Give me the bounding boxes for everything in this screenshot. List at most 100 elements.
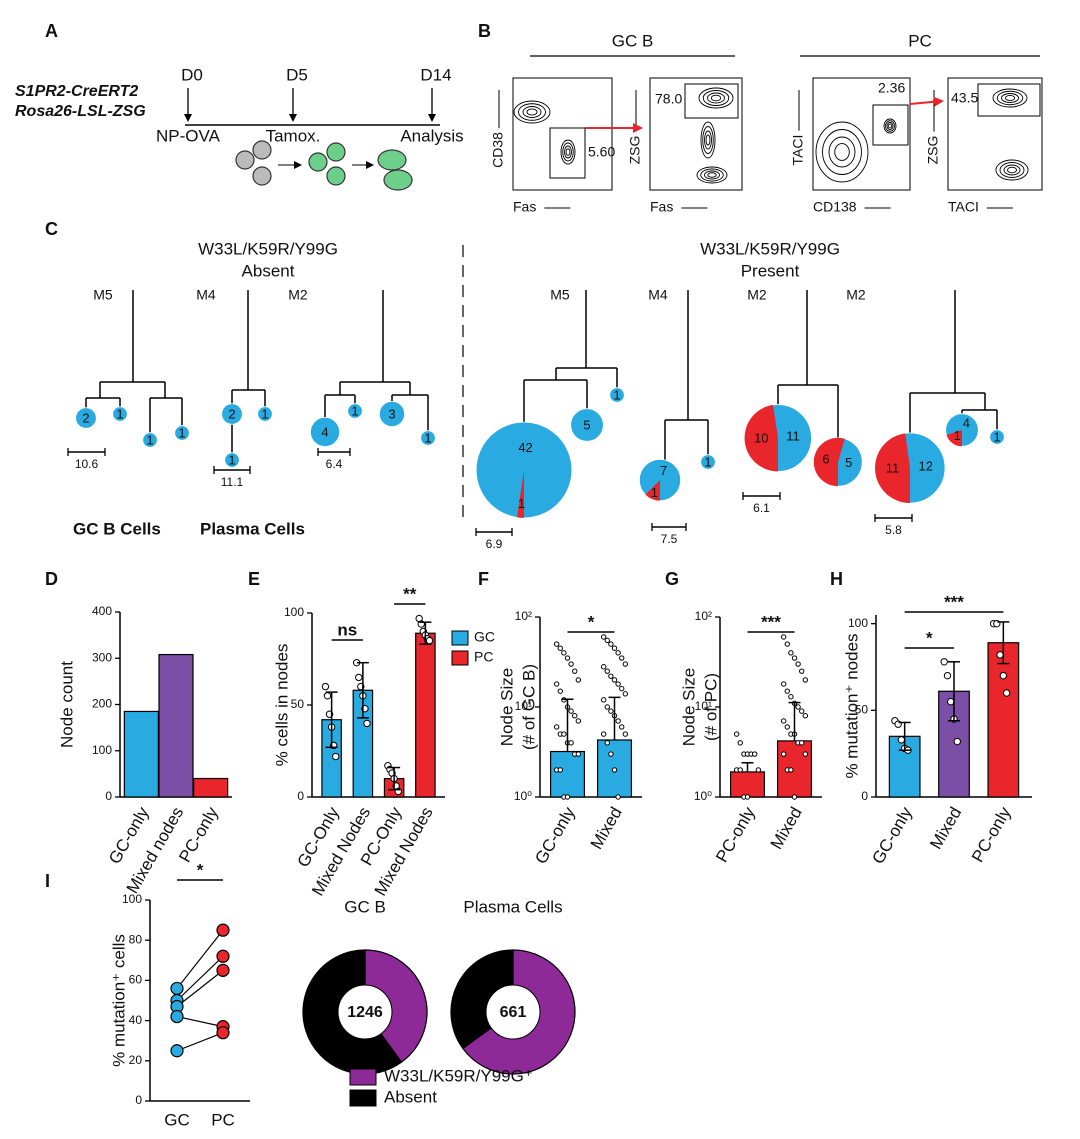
node-count: 12 [918, 458, 932, 473]
data-point [216, 923, 230, 937]
x-tick-label: PC-only [712, 803, 759, 865]
node-count: 3 [388, 406, 395, 421]
data-point [791, 655, 798, 661]
tree-name: M2 [288, 287, 308, 303]
data-point [568, 661, 574, 667]
bar [415, 632, 436, 798]
data-point [355, 673, 363, 682]
data-point [784, 688, 790, 694]
x-tick-label: GC [164, 1110, 190, 1129]
data-point [615, 718, 621, 724]
contour [996, 90, 1024, 106]
y-tick-label: 60 [129, 973, 143, 987]
donut-total: 1246 [347, 1004, 383, 1021]
data-point [615, 794, 621, 800]
contour [815, 121, 869, 183]
data-point [799, 708, 805, 714]
bar [549, 750, 586, 798]
contour [886, 122, 894, 130]
node [221, 403, 243, 425]
node-slice [645, 480, 660, 501]
data-point [943, 671, 952, 680]
node-count: 1 [424, 430, 431, 445]
node-slice [744, 404, 778, 472]
group-title: W33L/K59R/Y99G [198, 239, 338, 258]
legend-label: GC [474, 629, 495, 645]
significance: *** [761, 612, 781, 631]
legend-label: PC [474, 649, 493, 665]
node-count: 4 [963, 415, 970, 430]
bar [158, 653, 194, 798]
data-point [802, 677, 809, 683]
data-point [600, 697, 607, 703]
data-point [897, 736, 906, 744]
node-count: 2 [82, 410, 89, 425]
legend-label: GC B Cells [73, 519, 161, 538]
data-point [604, 740, 610, 746]
y-tick-label: 0 [297, 789, 304, 803]
group-subtitle: Present [741, 261, 800, 280]
significance: * [197, 860, 204, 879]
x-axis-label: TACI [948, 199, 979, 215]
data-point [604, 668, 610, 674]
data-point [733, 731, 740, 737]
tree-name: M2 [846, 287, 866, 303]
node-count: 1 [518, 496, 525, 511]
data-point [572, 668, 578, 674]
contour [885, 120, 895, 132]
group-title: W33L/K59R/Y99G [700, 239, 840, 258]
contour [1001, 93, 1019, 103]
y-axis-label: % mutation⁺ cells [109, 934, 128, 1067]
node-count: 10 [754, 431, 768, 446]
pair-line [176, 1015, 224, 1028]
legend-swatch [451, 650, 469, 666]
node-count: 1 [954, 428, 961, 443]
data-point [1002, 689, 1011, 697]
gate [977, 83, 1041, 117]
data-point [561, 731, 567, 737]
strain: Rosa26-LSL-ZSG [15, 103, 146, 120]
data-point [575, 718, 582, 724]
data-point [561, 650, 567, 656]
y-axis-label: ZSG [627, 136, 643, 165]
donut-slice [450, 949, 514, 1050]
pair-line [176, 955, 224, 1001]
data-point [940, 658, 948, 666]
panel-label: C [45, 219, 58, 239]
panel-label: G [665, 569, 679, 589]
significance: * [926, 628, 933, 647]
strain: S1PR2-CreERT2 [15, 83, 138, 100]
gate [684, 83, 739, 119]
data-point [615, 650, 621, 656]
gate-value: 5.60 [588, 144, 615, 160]
data-point [784, 724, 790, 730]
data-point [363, 719, 371, 728]
data-point [622, 691, 629, 697]
day: D0 [181, 65, 203, 84]
data-point [604, 637, 610, 644]
contour [522, 106, 542, 118]
node [378, 400, 406, 428]
scale-value: 7.5 [661, 532, 678, 546]
y-tick-label: 20 [129, 1053, 143, 1067]
x-tick-label: GC-only [531, 803, 579, 867]
pair-line [176, 969, 224, 1008]
cell-diagram [235, 140, 413, 191]
tree-name: M5 [93, 287, 113, 303]
node-count: 1 [351, 403, 358, 418]
y-axis-label: % mutation⁺ nodes [842, 633, 861, 778]
data-point [572, 713, 578, 719]
scale-value: 5.8 [885, 523, 902, 537]
data-point [799, 668, 805, 674]
data-point [744, 794, 751, 800]
y-tick-label: 10² [515, 609, 532, 623]
contour [822, 129, 862, 175]
contour [1007, 166, 1017, 174]
y-tick-label: 200 [92, 697, 112, 711]
data-point [802, 713, 809, 719]
data-point [332, 752, 340, 761]
y-axis-label: (# of GC B) [519, 664, 538, 750]
data-point [953, 737, 961, 746]
x-tick-label: PC [211, 1110, 235, 1129]
x-axis-label: CD138 [813, 199, 857, 215]
